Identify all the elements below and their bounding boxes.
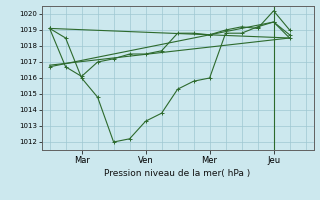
X-axis label: Pression niveau de la mer( hPa ): Pression niveau de la mer( hPa ) [104,169,251,178]
